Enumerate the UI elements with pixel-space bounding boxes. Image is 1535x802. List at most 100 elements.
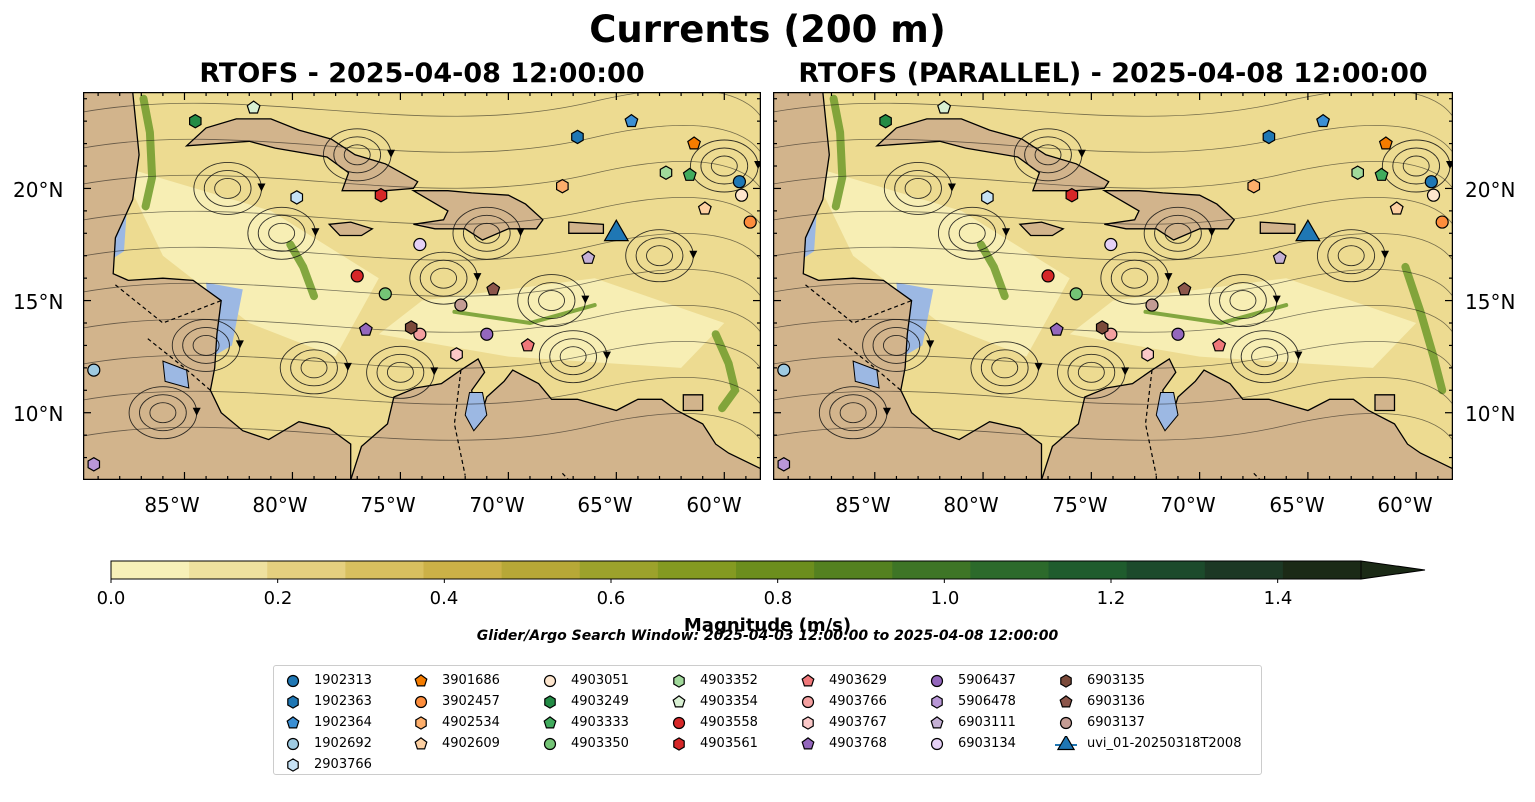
- left-fast-current-streak: [452, 303, 597, 326]
- legend-circle-icon: [672, 716, 686, 729]
- lat-label-15n-left: 15°N: [13, 290, 64, 314]
- lat-label-10n-left: 10°N: [13, 402, 64, 426]
- left-land-area: [682, 394, 704, 412]
- legend-marker-icon: [414, 695, 428, 708]
- legend-entry: 6903134: [926, 733, 1016, 754]
- left-marker-4903051: [734, 188, 749, 202]
- legend-pentagon-icon: [414, 736, 428, 749]
- colorbar-tick-0: 0.0: [96, 588, 126, 609]
- right-streamline: [1251, 346, 1279, 368]
- left-streamline: [83, 305, 761, 333]
- left-marker-4902534: [556, 178, 569, 194]
- legend-entry: 4903352: [668, 670, 758, 691]
- legend-label: 1902363: [314, 694, 372, 709]
- legend-label: 6903134: [958, 736, 1016, 751]
- right-streamline: [991, 357, 1019, 379]
- right-land-area: [1040, 357, 1453, 480]
- lon-label-85w-right: 85°W: [835, 493, 891, 517]
- lon-label-65w-left: 65°W: [577, 493, 633, 517]
- left-streamline-arrow: [235, 340, 244, 349]
- legend-entry: 4903629: [797, 670, 887, 691]
- right-streamline-arrow: [1207, 228, 1216, 237]
- lon-label-75w-right: 75°W: [1052, 493, 1108, 517]
- left-streamline-arrow: [689, 250, 698, 259]
- right-map-panel: [773, 92, 1453, 480]
- legend-marker-icon: [801, 673, 815, 686]
- legend-label: uvi_01-20250318T2008: [1087, 736, 1242, 751]
- left-streamline-arrow: [257, 183, 266, 192]
- legend-marker-icon: [286, 715, 300, 728]
- legend-entry: 4903767: [797, 712, 887, 733]
- colorbar-segment: [814, 561, 893, 579]
- left-streamline: [343, 144, 371, 166]
- right-streamline: [1402, 155, 1430, 177]
- left-streamline: [139, 394, 187, 432]
- right-fast-current-streak: [829, 94, 847, 211]
- left-streamline: [203, 169, 252, 207]
- colorbar-outline: [110, 560, 1362, 580]
- left-country-border: [147, 338, 211, 391]
- legend-marker-icon: [287, 694, 299, 709]
- left-marker-4903350: [378, 287, 392, 301]
- right-streamline-arrow: [1034, 362, 1043, 371]
- right-streamline: [904, 177, 932, 199]
- lat-label-20n-right: 20°N: [1465, 178, 1516, 202]
- legend-pentagon-icon: [414, 673, 428, 686]
- legend-marker-icon: [543, 737, 557, 750]
- colorbar-segment: [1204, 561, 1284, 579]
- legend-circle-icon: [286, 737, 300, 750]
- right-streamline: [773, 197, 1453, 225]
- legend-marker-icon: [286, 674, 300, 687]
- legend: 1902313 1902363 1902364 1902692 2903766 39016…: [273, 665, 1262, 775]
- left-streamline-arrow: [192, 407, 201, 416]
- legend-pentagon-icon: [672, 694, 686, 707]
- legend-label: 3901686: [442, 673, 500, 688]
- right-streamline-arrow: [1002, 228, 1011, 237]
- left-lake: [162, 360, 190, 389]
- legend-label: 5906478: [958, 694, 1016, 709]
- colorbar-segment: [970, 561, 1049, 579]
- left-fast-current-streak: [711, 330, 740, 413]
- left-streamline-arrow: [343, 362, 352, 371]
- right-streamline: [773, 92, 1453, 117]
- right-streamline: [773, 161, 1453, 189]
- legend-label: 4903561: [700, 736, 758, 751]
- legend-entry: 2903766: [282, 754, 372, 775]
- right-streamline: [773, 125, 1453, 153]
- right-streamline: [1229, 290, 1257, 312]
- right-marker-6903134: [1104, 237, 1118, 252]
- legend-entry: 5906478: [926, 691, 1016, 712]
- legend-entry: uvi_01-20250318T2008: [1055, 733, 1241, 754]
- left-streamline: [549, 338, 597, 376]
- colorbar-segment: [892, 561, 971, 579]
- lat-label-10n-right: 10°N: [1465, 402, 1516, 426]
- right-streamline: [773, 233, 1453, 261]
- left-streamline: [430, 267, 458, 289]
- right-marker-4903249: [879, 113, 892, 129]
- right-marker-4903350: [1069, 287, 1083, 301]
- legend-marker-icon: [931, 694, 943, 709]
- left-streamline: [268, 222, 296, 244]
- legend-marker-icon: [672, 694, 686, 707]
- legend-label: 4903629: [829, 673, 887, 688]
- colorbar-extend-arrow: [1360, 560, 1426, 580]
- legend-marker-icon: [286, 737, 300, 750]
- right-marker-1902364: [1316, 113, 1331, 128]
- colorbar-segment: [579, 561, 659, 579]
- right-streamline-arrow: [926, 340, 935, 349]
- legend-label: 4903767: [829, 715, 887, 730]
- left-streamline-arrow: [516, 228, 525, 237]
- legend-marker-icon: [930, 715, 944, 728]
- colorbar-segment: [111, 561, 190, 579]
- left-streamline: [700, 147, 749, 185]
- legend-marker-icon: [543, 715, 557, 728]
- left-streamline: [333, 136, 382, 174]
- right-streamline: [872, 326, 921, 364]
- legend-label: 6903135: [1087, 673, 1145, 688]
- legend-marker-icon: [287, 757, 299, 772]
- legend-circle-icon: [286, 674, 300, 687]
- legend-hexagon-icon: [673, 736, 685, 751]
- right-marker-4903768: [1049, 322, 1064, 336]
- left-streamline: [182, 326, 230, 364]
- left-streamline: [83, 377, 761, 405]
